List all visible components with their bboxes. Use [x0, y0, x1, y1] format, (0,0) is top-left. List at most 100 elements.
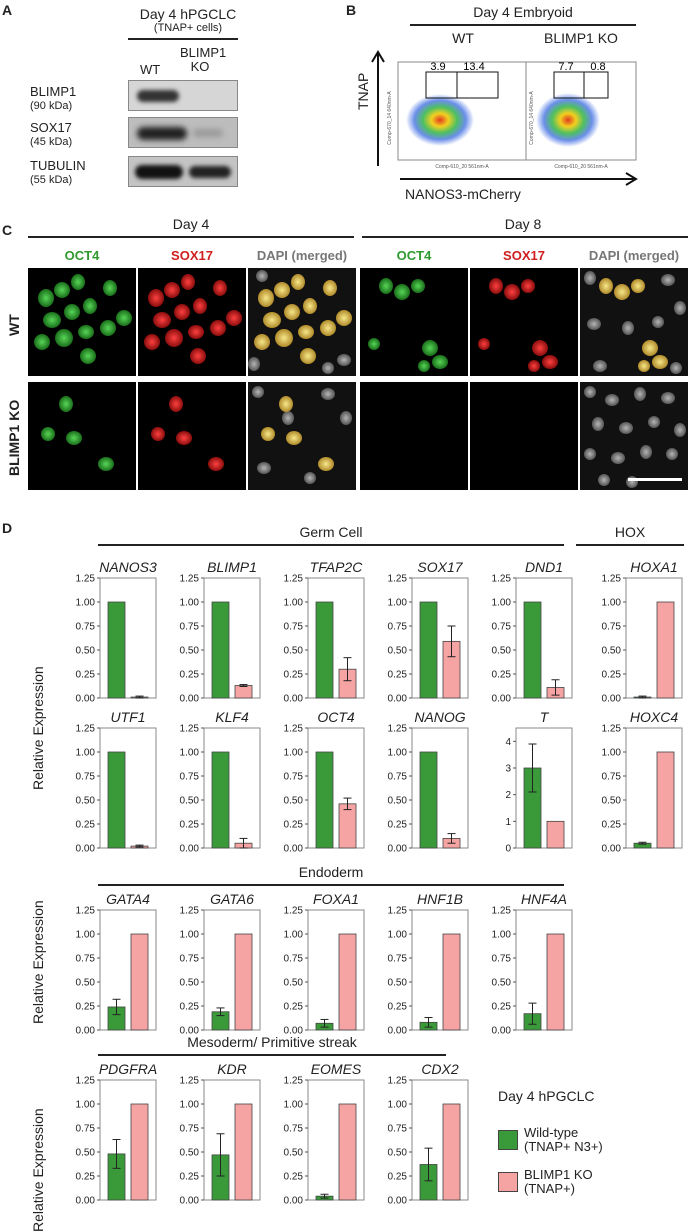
day4-rule — [28, 236, 354, 238]
ytick-label-utf1: 0.25 — [76, 820, 96, 831]
img-ko-d8-oct4 — [360, 382, 468, 490]
ytick-label-kdr: 0.25 — [180, 1172, 200, 1183]
ytick-label-hoxa1: 0.00 — [602, 694, 622, 705]
chart-kdr: 0.00 0.25 0.50 0.75 1.00 1.25 KDR — [180, 1061, 261, 1207]
flow-ko-gate — [553, 71, 609, 99]
ytick-label-blimp1: 1.25 — [180, 574, 200, 585]
ytick-label-blimp1: 0.50 — [180, 646, 200, 657]
ytick-label-gata6: 0.25 — [180, 1002, 200, 1013]
nuclei-wt-d4-oct4 — [34, 274, 132, 364]
nuclei-wt-d8-oct4 — [368, 278, 448, 372]
tnap-axis-label: TNAP — [355, 72, 371, 110]
ytick-label-utf1: 0.50 — [76, 796, 96, 807]
bar-gata6-ko — [234, 933, 253, 1031]
nuclei-wt-d4-dapi — [248, 270, 352, 374]
chart-hoxc4: 0.00 0.25 0.50 0.75 1.00 1.25 HOXC4 — [602, 709, 683, 855]
chart-gata4: 0.00 0.25 0.50 0.75 1.00 1.25 GATA4 — [76, 891, 157, 1037]
nuclei-wt-d8-dapi — [584, 271, 686, 374]
ytick-label-eomes: 0.75 — [284, 1124, 304, 1135]
ytick-label-gata4: 0.25 — [76, 1002, 96, 1013]
ytick-label-utf1: 0.75 — [76, 772, 96, 783]
ytick-label-cdx2: 0.75 — [388, 1124, 408, 1135]
ytick-label-gata6: 0.75 — [180, 954, 200, 965]
ytick-label-hnf1b: 0.50 — [388, 978, 408, 989]
nuclei-ko-d4-dapi — [252, 386, 352, 484]
bar-kdr-ko — [234, 1103, 253, 1201]
ytick-label-nanog: 0.25 — [388, 820, 408, 831]
ytick-label-hoxc4: 1.25 — [602, 724, 622, 735]
ytick-label-nanog: 0.00 — [388, 844, 408, 855]
bar-eomes-ko — [338, 1103, 357, 1201]
legend-label-ko-line1: BLIMP1 KO — [524, 1167, 593, 1182]
day8-label: Day 8 — [504, 216, 542, 232]
ytick-label-pdgfra: 0.50 — [76, 1148, 96, 1159]
ylabel-top: Relative Expression — [30, 666, 46, 790]
bar-cdx2-ko — [442, 1103, 461, 1201]
lane-ko: BLIMP1 KO — [180, 45, 227, 74]
ytick-label-eomes: 1.25 — [284, 1076, 304, 1087]
ytick-label-t: 4 — [505, 737, 511, 748]
ytick-label-tfap2c: 0.50 — [284, 646, 304, 657]
ytick-label-gata6: 1.25 — [180, 906, 200, 917]
chart-title-gata6: GATA6 — [210, 891, 254, 907]
chart-title-hnf4a: HNF4A — [521, 891, 567, 907]
band-sox17-wt — [137, 127, 187, 140]
ytick-label-blimp1: 0.25 — [180, 670, 200, 681]
bar-utf1-wt — [107, 751, 126, 849]
ytick-label-pdgfra: 0.75 — [76, 1124, 96, 1135]
protein-blimp1-kda: (90 kDa) — [30, 100, 73, 112]
bar-gata4-ko — [130, 933, 149, 1031]
protein-blimp1: BLIMP1 — [30, 84, 77, 99]
ytick-label-hnf4a: 1.25 — [492, 906, 512, 917]
flow-ko-left-value: 7.7 — [558, 61, 573, 73]
ytick-label-foxa1: 0.00 — [284, 1026, 304, 1037]
bar-t-ko — [546, 820, 565, 849]
ytick-label-foxa1: 0.25 — [284, 1002, 304, 1013]
ytick-label-gata4: 0.75 — [76, 954, 96, 965]
ytick-label-tfap2c: 0.00 — [284, 694, 304, 705]
ytick-label-gata6: 0.00 — [180, 1026, 200, 1037]
germ-rule — [98, 544, 564, 546]
legend-title: Day 4 hPGCLC — [498, 1088, 595, 1104]
bar-foxa1-ko — [338, 933, 357, 1031]
ytick-label-sox17: 1.00 — [388, 598, 408, 609]
ytick-label-cdx2: 0.50 — [388, 1148, 408, 1159]
ytick-label-eomes: 0.50 — [284, 1148, 304, 1159]
panel-b-title: Day 4 Embryoid — [473, 4, 573, 20]
flow-wt-right-value: 13.4 — [463, 61, 484, 73]
chart-title-kdr: KDR — [217, 1061, 247, 1077]
day8-oct4-header: OCT4 — [396, 248, 432, 263]
ytick-label-gata6: 1.00 — [180, 930, 200, 941]
ytick-label-dnd1: 1.25 — [492, 574, 512, 585]
chart-title-pdgfra: PDGFRA — [99, 1061, 157, 1077]
ytick-label-tfap2c: 0.25 — [284, 670, 304, 681]
day8-sox17-header: SOX17 — [503, 248, 545, 263]
ytick-label-oct4: 1.00 — [284, 748, 304, 759]
ytick-label-eomes: 1.00 — [284, 1100, 304, 1111]
bar-nanog-wt — [419, 751, 438, 849]
chart-foxa1: 0.00 0.25 0.50 0.75 1.00 1.25 FOXA1 — [284, 891, 365, 1037]
bar-oct4-ko — [338, 803, 357, 849]
chart-title-nanos3: NANOS3 — [99, 559, 157, 575]
band-tubulin-ko — [189, 166, 231, 178]
flow-wt-ylab: Comp-670_14 640nm-A — [387, 91, 393, 145]
ytick-label-nanog: 1.25 — [388, 724, 408, 735]
chart-klf4: 0.00 0.25 0.50 0.75 1.00 1.25 KLF4 — [180, 709, 261, 855]
ytick-label-klf4: 0.75 — [180, 772, 200, 783]
flow-ko-right-value: 0.8 — [590, 61, 605, 73]
ytick-label-tfap2c: 1.25 — [284, 574, 304, 585]
nuclei-wt-d8-sox17 — [478, 278, 558, 372]
ytick-label-kdr: 0.75 — [180, 1124, 200, 1135]
ytick-label-foxa1: 1.00 — [284, 930, 304, 941]
day8-dapi-header: DAPI (merged) — [588, 248, 680, 263]
ytick-label-klf4: 0.00 — [180, 844, 200, 855]
endoderm-rule — [98, 884, 564, 886]
ytick-label-kdr: 0.00 — [180, 1196, 200, 1207]
legend-label-wt-line1: Wild-type — [524, 1125, 579, 1140]
chart-gata6: 0.00 0.25 0.50 0.75 1.00 1.25 GATA6 — [180, 891, 261, 1037]
chart-utf1: 0.00 0.25 0.50 0.75 1.00 1.25 UTF1 — [76, 709, 157, 855]
ytick-label-cdx2: 0.00 — [388, 1196, 408, 1207]
hox-rule — [576, 544, 684, 546]
ytick-label-hoxa1: 1.25 — [602, 574, 622, 585]
chart-hoxa1: 0.00 0.25 0.50 0.75 1.00 1.25 HOXA1 — [602, 559, 683, 705]
